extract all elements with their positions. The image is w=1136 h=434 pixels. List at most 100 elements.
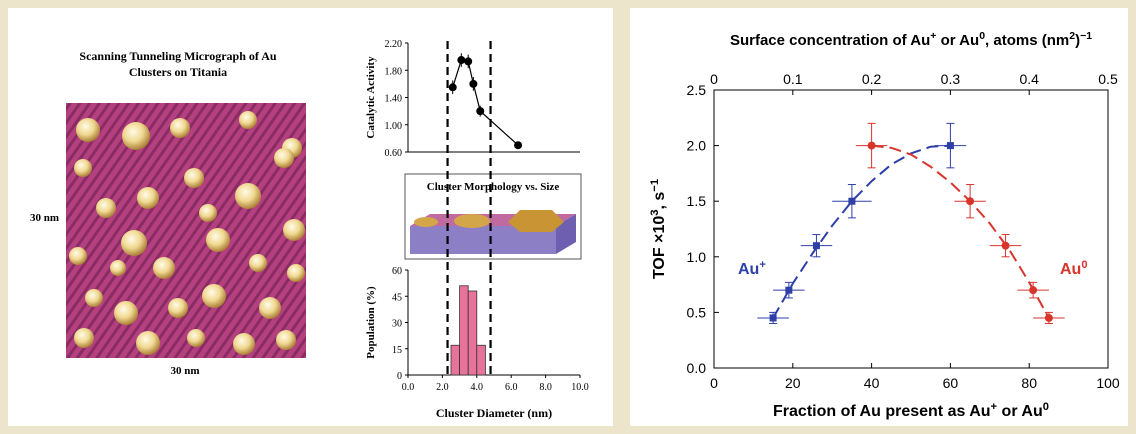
au-cluster-blob — [74, 159, 92, 177]
au-cluster-blob — [187, 329, 205, 347]
tof-x-tick-label: 20 — [785, 375, 801, 391]
tof-fit-curve — [871, 144, 1050, 319]
tof-plot-frame — [713, 89, 1109, 369]
population-x-tick-label: 4.0 — [471, 382, 484, 393]
morphology-slab-image — [410, 210, 576, 254]
tof-top-x-tick-label: 0.5 — [1098, 71, 1118, 87]
tof-top-x-tick-label: 0.2 — [862, 71, 882, 87]
au-cluster-blob — [235, 183, 261, 209]
au-cluster-blob — [168, 298, 188, 318]
tof-top-x-tick-label: 0.3 — [941, 71, 961, 87]
population-x-tick-label: 0.0 — [402, 382, 415, 393]
tof-legend-au-plus: Au+ — [738, 259, 766, 278]
activity-chart: 0.60 1.00 1.40 1.80 2.20 Catalytic Activity — [365, 39, 580, 159]
au-cluster-blob — [249, 254, 267, 272]
tof-top-axis-title: Surface concentration of Au+ or Au0, ato… — [730, 30, 1092, 49]
micrograph-side-scale: 30 nm — [30, 212, 59, 224]
activity-point — [476, 107, 485, 116]
au-cluster-blob — [85, 289, 103, 307]
au-cluster-blob — [110, 260, 126, 276]
au-cluster-blob — [239, 111, 257, 129]
au-cluster-blob — [287, 264, 305, 282]
activity-point — [448, 83, 457, 92]
tof-top-x-tick-label: 0 — [710, 71, 718, 87]
activity-point — [514, 141, 523, 150]
micrograph-bottom-scale: 30 nm — [170, 365, 199, 377]
population-chart: 0 15 30 45 60 0.0 2.0 4.0 6.0 8.0 10.0 Population (… — [365, 266, 589, 420]
activity-y-tick-label: 1.80 — [385, 66, 403, 77]
tof-y-tick-label: 2.5 — [687, 82, 707, 98]
au-cluster-blob — [259, 297, 281, 319]
au-cluster-blob — [114, 301, 138, 325]
au-cluster-blob — [233, 333, 255, 355]
population-bar — [459, 285, 469, 376]
tof-y-tick-label: 0.0 — [687, 360, 707, 376]
tof-x-tick-label: 60 — [943, 375, 959, 391]
tof-y-tick-label: 0.5 — [687, 304, 707, 320]
tof-point — [848, 197, 856, 205]
tof-x-axis-title: Fraction of Au present as Au+ or Au0 — [773, 401, 1049, 420]
activity-y-tick-label: 2.20 — [385, 39, 403, 50]
au-cluster-blob — [276, 330, 296, 350]
activity-y-tick-label: 1.00 — [385, 121, 403, 132]
au-cluster-blob — [121, 230, 147, 256]
activity-line — [452, 59, 519, 146]
tof-top-x-tick-label: 0.4 — [1019, 71, 1039, 87]
population-y-label: Population (%) — [365, 286, 377, 359]
tof-point — [1044, 313, 1053, 322]
au-cluster-blob — [122, 122, 150, 150]
population-bar — [467, 290, 478, 376]
tof-x-tick-label: 100 — [1096, 375, 1120, 391]
activity-y-tick-label: 1.40 — [385, 94, 403, 105]
population-y-tick-label: 30 — [392, 319, 402, 330]
au-cluster-blob — [283, 219, 305, 241]
au-cluster-blob — [170, 118, 190, 138]
au-cluster-blob — [206, 228, 230, 252]
population-x-tick-label: 10.0 — [571, 382, 589, 393]
tof-top-x-tick-label: 0.1 — [783, 71, 803, 87]
activity-y-tick-label: 0.60 — [385, 148, 403, 159]
activity-y-label: Catalytic Activity — [365, 56, 377, 139]
population-y-tick-label: 60 — [392, 266, 402, 277]
tof-x-tick-label: 40 — [864, 375, 880, 391]
tof-x-tick-label: 0 — [710, 375, 718, 391]
tof-point — [812, 242, 820, 250]
au-cluster-blob — [96, 198, 116, 218]
tof-legend-au-zero: Au0 — [1060, 259, 1088, 278]
tof-y-axis-title: TOF ×103, s−1 — [649, 179, 668, 279]
tof-point — [867, 141, 876, 150]
au-cluster-blob — [153, 257, 175, 279]
au-cluster-blob — [74, 328, 94, 348]
left-figure-svg: Scanning Tunneling Micrograph of Au Clus… — [30, 39, 589, 420]
activity-point — [464, 57, 473, 66]
tof-point — [785, 286, 793, 294]
tof-series-au-zero — [855, 122, 1065, 325]
au-cluster-blob — [76, 118, 100, 142]
au-cluster-blob — [69, 247, 87, 265]
left-figure-panel: Scanning Tunneling Micrograph of Au Clus… — [8, 8, 613, 426]
tof-series-au-plus — [757, 122, 967, 325]
population-x-label: Cluster Diameter (nm) — [436, 406, 552, 420]
activity-point — [469, 79, 478, 88]
population-bar — [450, 344, 461, 376]
population-x-tick-label: 6.0 — [505, 382, 518, 393]
au-cluster-blob — [274, 148, 294, 168]
stm-micrograph-image — [66, 103, 306, 358]
au-cluster-blob — [199, 204, 217, 222]
au-cluster-blob — [137, 187, 159, 209]
population-x-tick-label: 8.0 — [539, 382, 552, 393]
morphology-title: Cluster Morphology vs. Size — [427, 181, 560, 193]
au-cluster-blob — [202, 284, 226, 308]
tof-y-tick-label: 1.5 — [687, 193, 707, 209]
tof-y-tick-label: 2.0 — [687, 138, 707, 154]
population-x-tick-label: 2.0 — [436, 382, 449, 393]
micrograph-title-line1: Scanning Tunneling Micrograph of Au — [79, 49, 277, 63]
tof-point — [966, 197, 975, 206]
tof-point — [1029, 286, 1038, 295]
tof-x-tick-label: 80 — [1021, 375, 1037, 391]
population-y-tick-label: 0 — [397, 371, 402, 382]
right-figure-panel: 0.0 0.5 1.0 1.5 2.0 2.5 0 20 40 60 80 100 0 0.1 0.2 0.3… — [630, 8, 1128, 426]
tof-y-tick-label: 1.0 — [687, 249, 707, 265]
population-y-tick-label: 15 — [392, 345, 402, 356]
